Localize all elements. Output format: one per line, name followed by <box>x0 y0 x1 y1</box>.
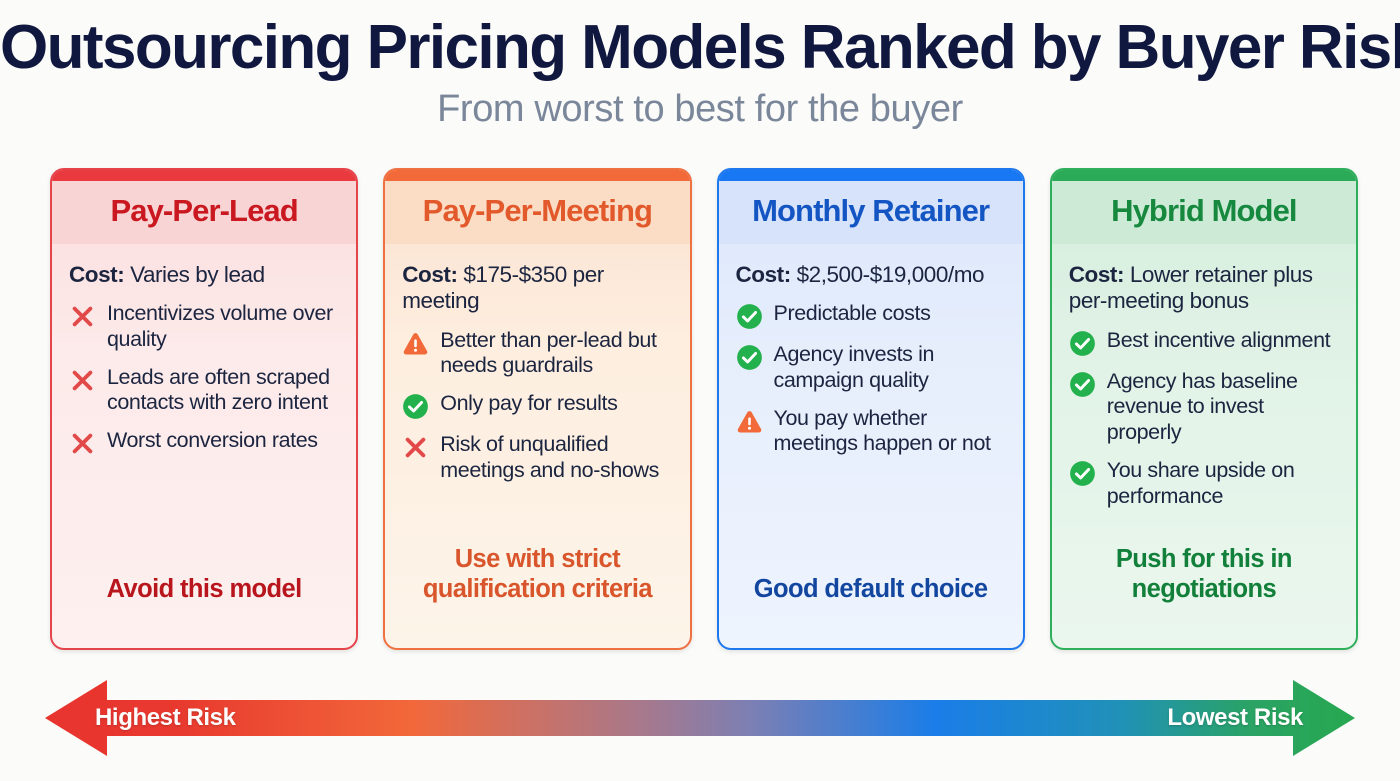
card-body: Cost: $2,500-$19,000/mo Predictable costs… <box>719 244 1023 648</box>
card-hybrid-model[interactable]: Hybrid Model Cost: Lower retainer plus pe… <box>1049 168 1358 650</box>
point-list: Incentivizes volume over quality Leads ar… <box>69 301 339 457</box>
point-text: You pay whether meetings happen or not <box>773 405 992 456</box>
card-pay-per-meeting[interactable]: Pay-Per-Meeting Cost: $175-$350 per meeti… <box>383 168 692 650</box>
point-text: Agency invests in campaign quality <box>773 342 935 392</box>
check-icon <box>1069 330 1096 357</box>
point-list: Better than per-lead but needs guardrail… <box>402 328 672 484</box>
list-item: Predictable costs <box>736 301 1006 330</box>
list-item: Best incentive alignment <box>1069 328 1339 357</box>
card-header: Pay-Per-Lead <box>52 181 357 244</box>
x-icon <box>402 434 429 461</box>
page-subtitle: From worst to best for the buyer <box>437 88 963 131</box>
list-item: Agency has baseline revenue to invest pr… <box>1069 369 1339 446</box>
pricing-model-cards: Pay-Per-Lead Cost: Varies by lead Incentiv… <box>50 168 1358 650</box>
point-text: Agency has baseline revenue to invest pr… <box>1106 368 1298 445</box>
card-body: Cost: Lower retainer plus per-meeting bo… <box>1052 244 1356 648</box>
point-text: Better than per-lead but needs guardrail… <box>440 327 657 378</box>
point-text: Risk of unqualified meetings and no-show… <box>440 432 659 483</box>
card-verdict: Good default choice <box>753 574 988 603</box>
cost-label: Cost: <box>402 261 458 287</box>
cost-value: Lower retainer plus per-meeting bonus <box>1068 261 1313 314</box>
card-accent-bar <box>718 170 1023 181</box>
card-pay-per-lead[interactable]: Pay-Per-Lead Cost: Varies by lead Incentiv… <box>50 168 359 650</box>
cost-label: Cost: <box>735 261 792 287</box>
list-item: Only pay for results <box>402 391 672 420</box>
cost-value: $2,500-$19,000/mo <box>796 261 985 287</box>
card-verdict: Avoid this model <box>106 574 302 603</box>
point-text: Best incentive alignment <box>1106 327 1331 352</box>
point-text: Leads are often scraped contacts with ze… <box>107 364 330 415</box>
page-header: Outsourcing Pricing Models Ranked by Buy… <box>0 0 1400 131</box>
card-body: Cost: $175-$350 per meeting Better than p… <box>385 244 689 648</box>
cost-line: Cost: Lower retainer plus per-meeting bo… <box>1069 262 1339 315</box>
scale-label-left: Highest Risk <box>95 704 236 731</box>
x-icon <box>69 367 96 394</box>
warning-icon <box>736 408 763 435</box>
list-item: Worst conversion rates <box>69 428 339 457</box>
point-text: Worst conversion rates <box>107 428 318 453</box>
check-icon <box>1069 371 1096 398</box>
list-item: You pay whether meetings happen or not <box>736 406 1006 458</box>
risk-scale: Highest Risk Lowest Risk <box>45 678 1355 758</box>
page-title: Outsourcing Pricing Models Ranked by Buy… <box>0 13 1400 82</box>
check-icon <box>1069 460 1096 487</box>
card-accent-bar <box>385 170 690 181</box>
card-title: Pay-Per-Lead <box>110 193 298 228</box>
point-text: Predictable costs <box>773 301 931 326</box>
card-accent-bar <box>1051 170 1356 181</box>
risk-arrow-icon <box>45 680 1355 756</box>
list-item: You share upside on performance <box>1069 458 1339 510</box>
point-text: Only pay for results <box>440 391 618 416</box>
card-title: Hybrid Model <box>1111 193 1297 228</box>
list-item: Better than per-lead but needs guardrail… <box>402 328 672 380</box>
x-icon <box>69 303 96 330</box>
card-header: Pay-Per-Meeting <box>385 181 690 244</box>
x-icon <box>69 430 96 457</box>
cost-line: Cost: $175-$350 per meeting <box>402 262 672 315</box>
card-verdict: Push for this in negotiations <box>1115 545 1293 603</box>
card-accent-bar <box>52 170 357 181</box>
list-item: Leads are often scraped contacts with ze… <box>69 365 339 417</box>
card-title: Monthly Retainer <box>752 193 990 228</box>
card-header: Hybrid Model <box>1051 181 1356 244</box>
cost-value: $175-$350 per meeting <box>402 261 604 314</box>
list-item: Agency invests in campaign quality <box>736 342 1006 394</box>
check-icon <box>736 344 763 371</box>
cost-label: Cost: <box>1068 261 1125 287</box>
warning-icon <box>402 330 429 357</box>
point-list: Best incentive alignment Agency has basel… <box>1069 328 1339 510</box>
card-verdict: Use with strict qualification criteria <box>422 545 653 603</box>
cost-line: Cost: Varies by lead <box>69 262 339 289</box>
list-item: Risk of unqualified meetings and no-show… <box>402 432 672 484</box>
card-title: Pay-Per-Meeting <box>422 193 653 228</box>
point-list: Predictable costs Agency invests in campa… <box>736 301 1006 457</box>
card-body: Cost: Varies by lead Incentivizes volume … <box>52 244 356 648</box>
cost-value: Varies by lead <box>130 261 265 287</box>
point-text: Incentivizes volume over quality <box>107 301 333 351</box>
card-monthly-retainer[interactable]: Monthly Retainer Cost: $2,500-$19,000/mo P… <box>716 168 1025 650</box>
list-item: Incentivizes volume over quality <box>69 301 339 353</box>
point-text: You share upside on performance <box>1106 458 1295 508</box>
scale-label-right: Lowest Risk <box>1167 704 1303 731</box>
check-icon <box>736 303 763 330</box>
card-header: Monthly Retainer <box>718 181 1023 244</box>
cost-line: Cost: $2,500-$19,000/mo <box>736 262 1006 289</box>
cost-label: Cost: <box>69 261 125 287</box>
check-icon <box>402 393 429 420</box>
